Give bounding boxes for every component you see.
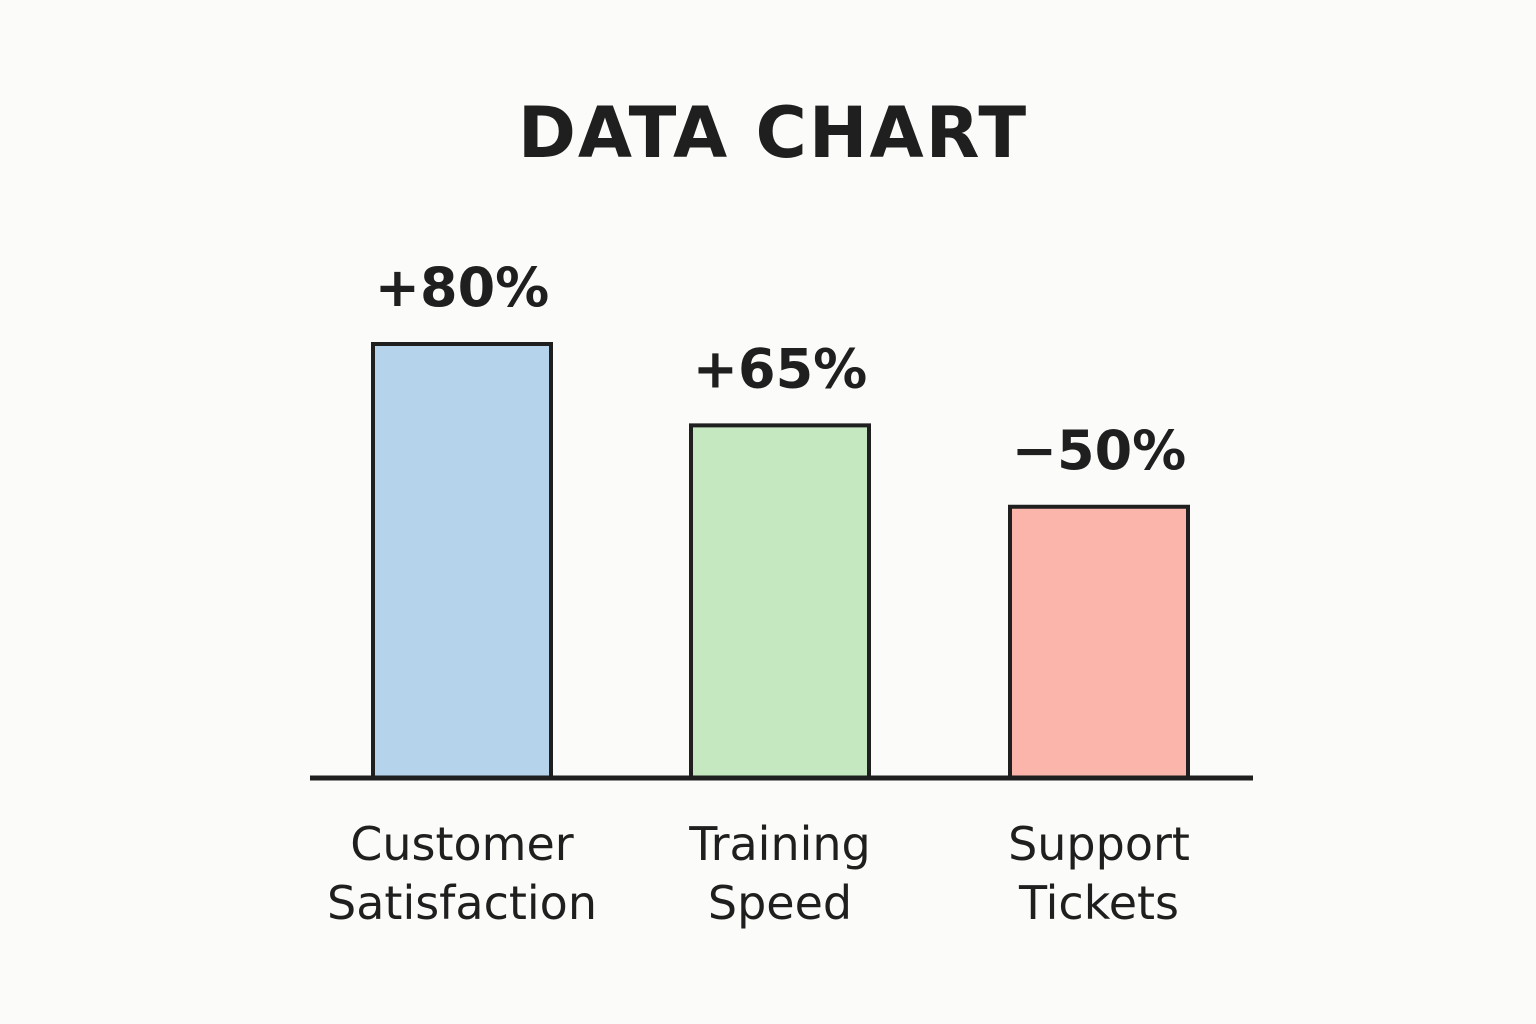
bar-0	[371, 342, 553, 780]
value-label-0: +80%	[375, 256, 550, 319]
category-label-1-line-1: Speed	[708, 876, 852, 930]
value-label-2: −50%	[1012, 419, 1187, 482]
bar-2	[1008, 504, 1190, 780]
value-label-1: +65%	[693, 337, 868, 400]
category-label-2-line-1: Tickets	[1018, 876, 1179, 930]
category-label-1-line-0: Training	[688, 817, 871, 871]
category-label-0-line-1: Satisfaction	[327, 876, 597, 930]
category-label-2-line-0: Support	[1008, 817, 1190, 871]
chart-title: DATA CHART	[518, 92, 1028, 174]
bar-1	[689, 423, 871, 780]
category-label-0-line-0: Customer	[350, 817, 574, 871]
